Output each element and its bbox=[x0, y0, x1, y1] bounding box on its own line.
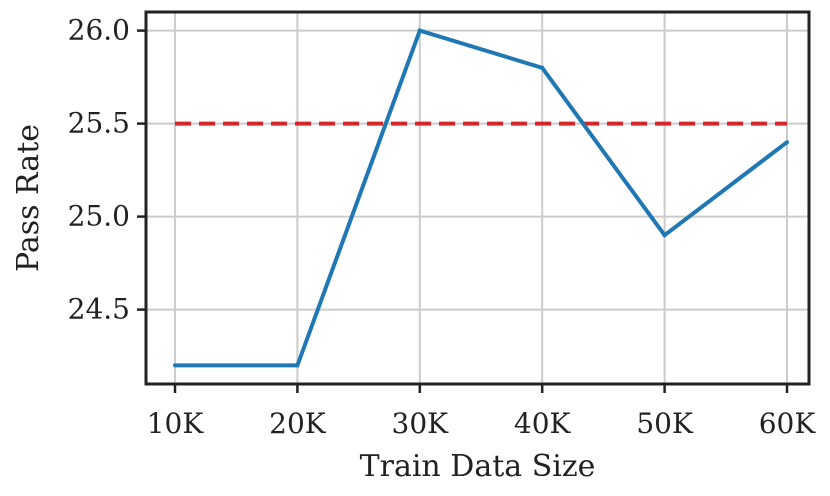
data-point bbox=[295, 363, 300, 368]
y-tick-label: 26.0 bbox=[68, 14, 130, 47]
data-point bbox=[662, 233, 667, 238]
data-point bbox=[417, 28, 422, 33]
plot-frame bbox=[144, 10, 811, 386]
series-line bbox=[175, 28, 789, 368]
x-tick-label: 40K bbox=[514, 407, 572, 440]
y-tick-label: 24.5 bbox=[68, 293, 130, 326]
data-point bbox=[785, 140, 789, 145]
x-tick-label: 60K bbox=[759, 407, 817, 440]
data-point bbox=[173, 363, 177, 368]
y-tick-label: 25.5 bbox=[68, 107, 130, 140]
y-axis-title: Pass Rate bbox=[11, 124, 46, 272]
ticks: 10K 20K 30K 40K 50K 60K 24.5 25.0 25.5 26.0 bbox=[68, 14, 817, 440]
x-axis-title: Train Data Size bbox=[360, 449, 596, 484]
x-tick-label: 20K bbox=[269, 407, 327, 440]
x-tick-label: 10K bbox=[147, 407, 205, 440]
data-point bbox=[540, 65, 545, 70]
x-tick-label: 50K bbox=[636, 407, 694, 440]
y-tick-label: 25.0 bbox=[68, 200, 130, 233]
grid bbox=[146, 12, 809, 384]
x-tick-label: 30K bbox=[392, 407, 450, 440]
